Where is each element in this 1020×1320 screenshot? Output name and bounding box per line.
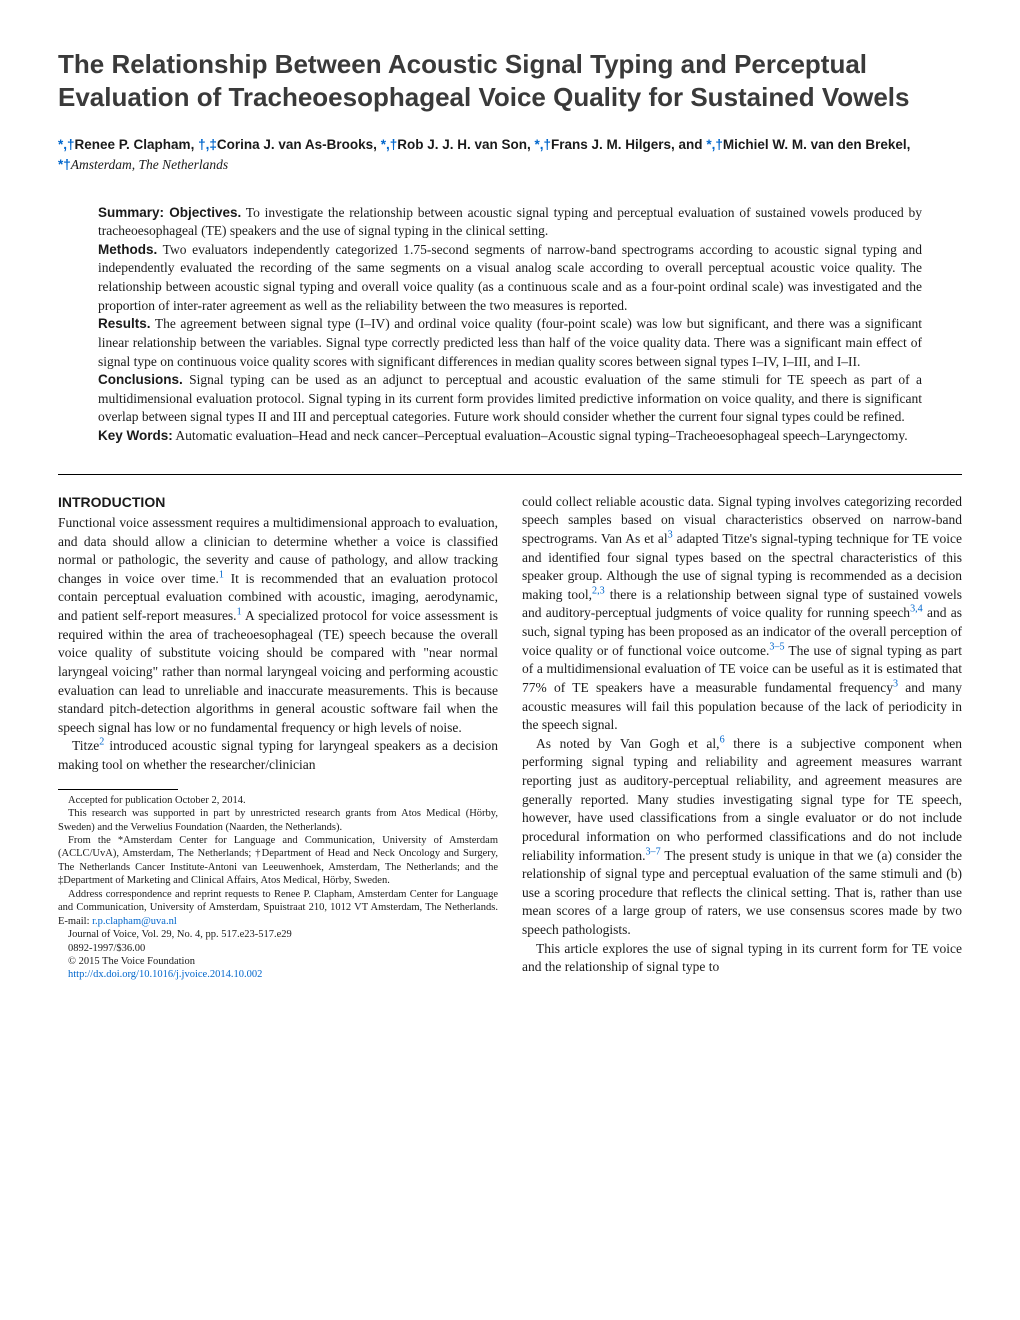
intro-p2: Titze2 introduced acoustic signal typing… xyxy=(58,737,498,774)
methods-label: Methods. xyxy=(98,242,157,257)
summary-label: Summary: Objectives. xyxy=(98,205,241,220)
abstract-block: Summary: Objectives. To investigate the … xyxy=(98,204,922,446)
footnote-funding: This research was supported in part by u… xyxy=(58,807,498,834)
footnote-accepted: Accepted for publication October 2, 2014… xyxy=(58,794,498,807)
email-link[interactable]: r.p.clapham@uva.nl xyxy=(92,916,177,927)
article-title: The Relationship Between Acoustic Signal… xyxy=(58,48,962,113)
conclusions-label: Conclusions. xyxy=(98,372,183,387)
col2-p3: This article explores the use of signal … xyxy=(522,940,962,977)
author-line: *,†Renee P. Clapham, †,‡Corina J. van As… xyxy=(58,135,962,176)
cite-37[interactable]: 3–7 xyxy=(646,846,661,857)
keywords-text: Automatic evaluation–Head and neck cance… xyxy=(173,428,908,443)
conclusions-text: Signal typing can be used as an adjunct … xyxy=(98,372,922,424)
introduction-heading: INTRODUCTION xyxy=(58,493,498,512)
doi-link[interactable]: http://dx.doi.org/10.1016/j.jvoice.2014.… xyxy=(68,969,262,980)
cite-35[interactable]: 3–5 xyxy=(769,641,784,652)
column-left: INTRODUCTION Functional voice assessment… xyxy=(58,493,498,982)
col2-p2: As noted by Van Gogh et al,6 there is a … xyxy=(522,735,962,940)
footnote-copyright: © 2015 The Voice Foundation xyxy=(58,955,498,968)
rule-divider xyxy=(58,474,962,475)
footnote-affiliations: From the *Amsterdam Center for Language … xyxy=(58,834,498,888)
methods-text: Two evaluators independently categorized… xyxy=(98,242,922,313)
results-label: Results. xyxy=(98,316,151,331)
col2-p1: could collect reliable acoustic data. Si… xyxy=(522,493,962,735)
intro-p1: Functional voice assessment requires a m… xyxy=(58,514,498,738)
footnote-journal: Journal of Voice, Vol. 29, No. 4, pp. 51… xyxy=(58,928,498,941)
results-text: The agreement between signal type (I–IV)… xyxy=(98,316,922,368)
footnotes-block: Accepted for publication October 2, 2014… xyxy=(58,789,498,982)
cite-34[interactable]: 3,4 xyxy=(910,604,923,615)
footnote-issn: 0892-1997/$36.00 xyxy=(58,942,498,955)
body-columns: INTRODUCTION Functional voice assessment… xyxy=(58,493,962,982)
keywords-label: Key Words: xyxy=(98,428,173,443)
footnote-correspondence: Address correspondence and reprint reque… xyxy=(58,888,498,928)
cite-23[interactable]: 2,3 xyxy=(592,585,605,596)
column-right: could collect reliable acoustic data. Si… xyxy=(522,493,962,982)
